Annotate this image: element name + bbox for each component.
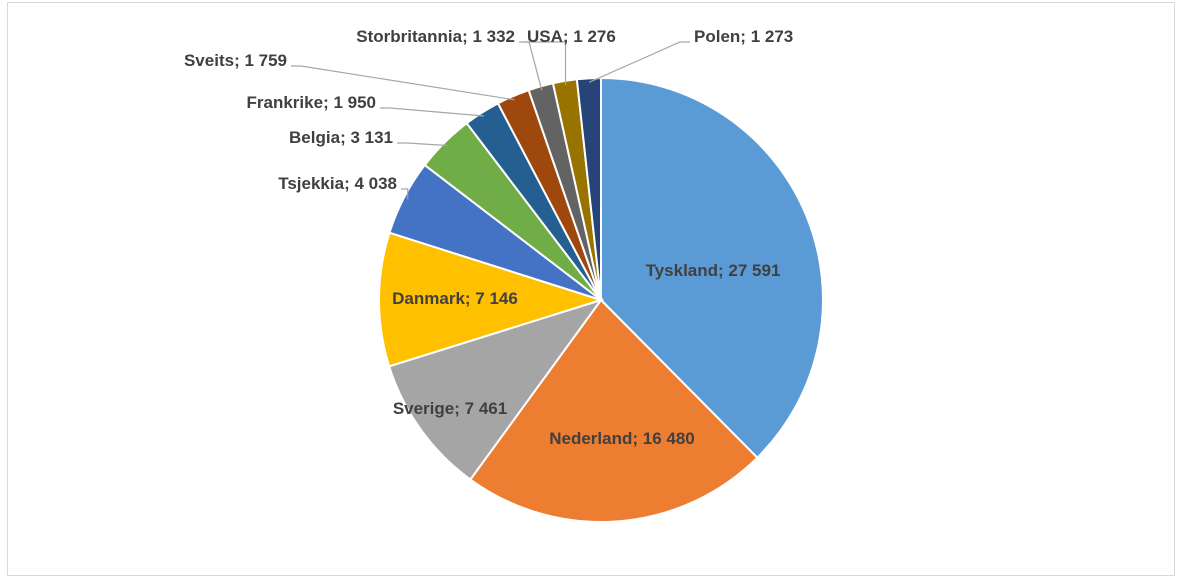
leader-line <box>519 41 543 91</box>
label-value: 1 950 <box>333 93 376 112</box>
label-category: Sveits <box>184 51 234 70</box>
label-separator: ; <box>340 128 350 147</box>
pie-slice <box>387 298 604 481</box>
label-value: 1 273 <box>751 27 794 46</box>
data-label: Tsjekkia; 4 038 <box>278 174 397 193</box>
label-category: USA <box>527 27 563 46</box>
label-separator: ; <box>465 289 475 308</box>
pie-slice <box>600 76 824 460</box>
leader-line <box>397 142 448 147</box>
label-separator: ; <box>632 429 642 448</box>
label-value: 16 480 <box>643 429 695 448</box>
chart-border <box>7 2 1175 576</box>
leader-line <box>380 107 485 117</box>
label-category: Storbritannia <box>356 27 462 46</box>
data-label: Sverige; 7 461 <box>393 399 507 418</box>
label-category: Polen <box>694 27 740 46</box>
label-separator: ; <box>323 93 333 112</box>
label-separator: ; <box>740 27 750 46</box>
pie-slice <box>575 76 602 301</box>
data-label: Frankrike; 1 950 <box>247 93 376 112</box>
data-label: Sveits; 1 759 <box>184 51 287 70</box>
label-value: 7 461 <box>465 399 508 418</box>
leader-line <box>523 41 567 85</box>
label-separator: ; <box>563 27 573 46</box>
label-category: Sverige <box>393 399 454 418</box>
leader-line <box>588 41 690 83</box>
label-category: Nederland <box>549 429 632 448</box>
data-label: Storbritannia; 1 332 <box>356 27 515 46</box>
label-separator: ; <box>344 174 354 193</box>
label-separator: ; <box>462 27 472 46</box>
leader-line <box>401 188 409 200</box>
label-category: Belgia <box>289 128 341 147</box>
label-value: 1 276 <box>573 27 616 46</box>
pie-slice <box>378 231 605 368</box>
label-value: 7 146 <box>475 289 518 308</box>
data-label: Belgia; 3 131 <box>289 128 393 147</box>
data-label: Nederland; 16 480 <box>549 429 695 448</box>
leader-line <box>291 65 515 101</box>
label-category: Tsjekkia <box>278 174 344 193</box>
label-value: 3 131 <box>350 128 393 147</box>
label-value: 4 038 <box>354 174 397 193</box>
label-category: Danmark <box>392 289 465 308</box>
label-value: 1 759 <box>244 51 287 70</box>
label-separator: ; <box>454 399 464 418</box>
label-value: 27 591 <box>728 261 780 280</box>
data-label: USA; 1 276 <box>527 27 616 46</box>
data-label: Polen; 1 273 <box>694 27 793 46</box>
label-category: Tyskland <box>646 261 718 280</box>
label-separator: ; <box>718 261 728 280</box>
label-separator: ; <box>234 51 244 70</box>
data-label: Danmark; 7 146 <box>392 289 518 308</box>
data-label: Tyskland; 27 591 <box>646 261 781 280</box>
label-value: 1 332 <box>472 27 515 46</box>
label-category: Frankrike <box>247 93 324 112</box>
pie-slice <box>468 298 759 523</box>
